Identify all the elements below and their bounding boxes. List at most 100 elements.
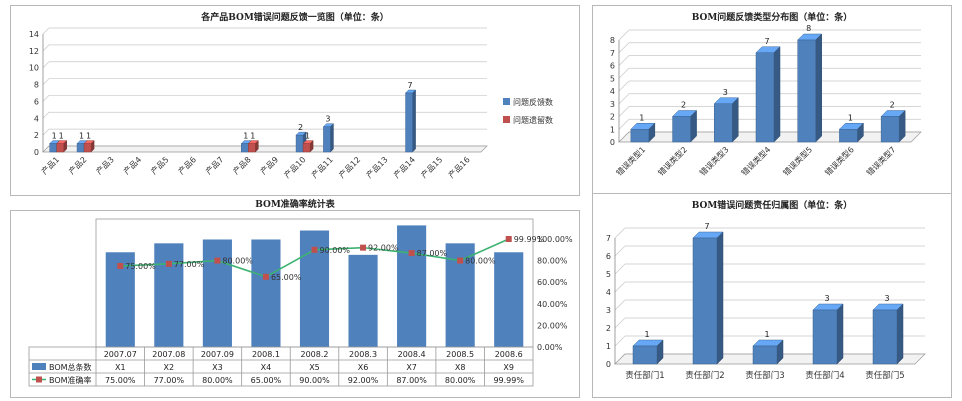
- bar: [405, 92, 413, 153]
- bar-side: [412, 89, 416, 153]
- x-tick-label: 责任部门4: [805, 370, 844, 381]
- bar: [812, 309, 838, 365]
- x-tick-label: 产品6: [176, 154, 198, 176]
- data-label: 7: [764, 37, 769, 46]
- bar: [348, 254, 378, 347]
- y-tick-label: 8: [610, 36, 615, 45]
- bar: [494, 252, 524, 347]
- bar: [672, 116, 691, 143]
- legend-label: 问题反馈数: [513, 97, 553, 107]
- x-tick-label: 产品12: [337, 154, 363, 180]
- gridline: [42, 95, 50, 102]
- y-tick-label: 10: [29, 64, 39, 73]
- legend-swatch: [503, 116, 510, 123]
- line-marker: [165, 260, 172, 267]
- x-tick-label: 产品4: [121, 154, 143, 176]
- data-table: [28, 346, 534, 387]
- y-tick-label: 3: [610, 100, 615, 109]
- bar: [755, 52, 775, 143]
- line-marker: [262, 273, 269, 280]
- line-marker: [311, 246, 318, 253]
- x-tick-label: 2008.2: [301, 350, 329, 359]
- point-label: 75.00%: [125, 262, 156, 271]
- legend-swatch: [32, 363, 46, 370]
- gridline: [618, 68, 630, 79]
- gridline: [614, 245, 626, 257]
- chart-panel-product-feedback: 各产品BOM错误问题反馈一览图（单位：条） 0 2 4 6 8 10 12 14 1 1 产品1 1 1…: [10, 5, 580, 196]
- x-tick-label: 产品2: [66, 154, 88, 176]
- data-label: 1: [243, 132, 248, 141]
- gridline: [42, 61, 50, 68]
- x-tick-label: 责任部门3: [745, 370, 784, 381]
- gridline: [618, 29, 630, 41]
- bar: [83, 143, 92, 153]
- table-cell: X5: [309, 363, 320, 372]
- x-tick-label: 产品5: [149, 154, 171, 176]
- gridline: [618, 106, 630, 117]
- data-label: 1: [639, 113, 644, 122]
- data-label: 1: [52, 132, 57, 141]
- x-tick-label: 错误类型5: [781, 144, 814, 177]
- error-type-chart: 0 1 2 3 4 5 6 7 8 1 错误类型1 2 错误类型2 3 错误类型3 7 错误类型4 8 错误类型5 1…: [610, 24, 922, 178]
- bar-side: [732, 97, 739, 143]
- y-tick-label: 8: [34, 81, 39, 90]
- y-tick-label: 3: [606, 306, 611, 315]
- x-tick-label: 错误类型3: [697, 144, 730, 177]
- gridline: [618, 55, 630, 66]
- table-cell: 80.00%: [202, 376, 233, 385]
- bar: [251, 239, 281, 347]
- chart-panel-bom-accuracy: 0.00% 20.00% 40.00% 60.00% 80.00% 100.00% 75.0…: [10, 210, 580, 398]
- x-tick-label: 责任部门2: [685, 370, 724, 381]
- gridline: [42, 27, 50, 35]
- bar: [752, 345, 778, 365]
- y-tick-label: 4: [34, 114, 39, 123]
- table-cell: 65.00%: [251, 376, 282, 385]
- x-tick-label: 产品16: [446, 154, 472, 180]
- data-label: 7: [704, 222, 709, 231]
- bar-side: [896, 303, 904, 365]
- point-label: 87.00%: [417, 249, 448, 258]
- x-tick-label: 2007.07: [104, 350, 137, 359]
- data-label: 1: [86, 132, 91, 141]
- bar-side: [330, 123, 334, 153]
- bar-side: [815, 33, 822, 143]
- x-tick-label: 责任部门1: [625, 370, 664, 381]
- bar-side: [836, 303, 844, 365]
- x-tick-label: 2008.6: [495, 350, 523, 359]
- bar: [302, 143, 311, 153]
- responsibility-chart: 0 1 2 3 4 5 6 7 1 责任部门1 7 责任部门2 1 责任部门3 3 责任部门4 3 责任部门5: [606, 222, 926, 381]
- data-label: 1: [644, 330, 649, 339]
- gridline: [614, 227, 626, 239]
- x-tick-label: 2008.1: [252, 350, 280, 359]
- table-cell: X4: [261, 363, 272, 372]
- y2-tick-label: 80.00%: [537, 257, 568, 266]
- x-tick-label: 错误类型1: [614, 144, 647, 177]
- chart-title: BOM问题反馈类型分布图（单位：条）: [691, 13, 853, 23]
- chart-panel-responsibility: BOM错误问题责任归属图（单位：条） 0 1 2 3 4 5 6 7 1 责任部门1 7 责任部门2 1…: [592, 193, 952, 398]
- point-label: 92.00%: [368, 244, 399, 253]
- x-tick-label: 2008.4: [398, 350, 426, 359]
- data-label: 1: [79, 132, 84, 141]
- bar-side: [773, 46, 781, 143]
- y-tick-label: 0: [34, 148, 39, 157]
- gridline: [614, 317, 626, 329]
- line-marker: [408, 250, 415, 257]
- x-tick-label: 2008.3: [349, 350, 377, 359]
- gridline: [618, 119, 630, 130]
- gridline: [42, 112, 50, 119]
- data-label: 1: [764, 330, 769, 339]
- data-label: 2: [298, 123, 303, 132]
- y-tick-label: 6: [34, 97, 39, 106]
- gridline: [42, 44, 50, 52]
- line-marker: [214, 257, 221, 264]
- table-cell: 87.00%: [396, 376, 427, 385]
- table-cell: X9: [503, 363, 514, 372]
- point-label: 99.99%: [514, 235, 545, 244]
- data-label: 3: [884, 294, 889, 303]
- bar: [797, 39, 816, 143]
- y2-tick-label: 60.00%: [537, 278, 568, 287]
- x-tick-label: 错误类型6: [823, 144, 856, 177]
- gridline: [614, 263, 626, 275]
- bar-side: [716, 231, 724, 365]
